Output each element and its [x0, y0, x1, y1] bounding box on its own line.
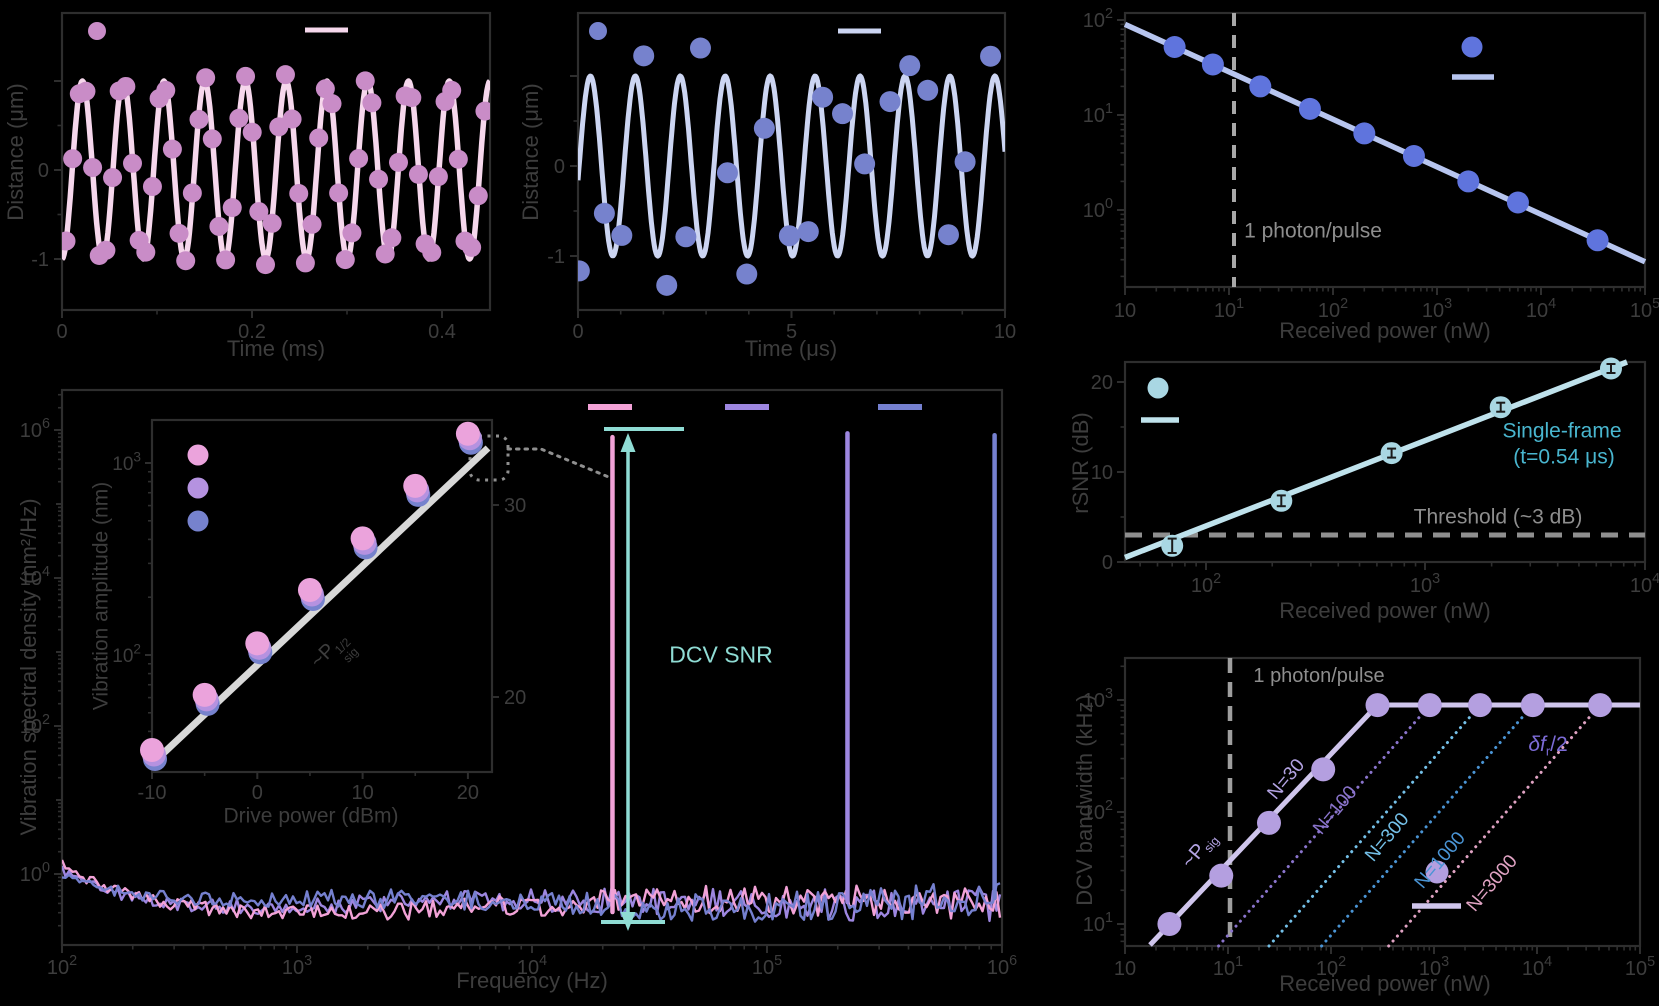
tick-label: 10 — [1114, 300, 1136, 322]
tick-label: 102 — [47, 953, 77, 979]
tick-label: 5 — [786, 321, 797, 343]
tick-label: 106 — [987, 953, 1017, 979]
panel-d-singleframe-annotation-line1: Single-frame — [1502, 419, 1622, 443]
tick-label: 0 — [572, 321, 583, 343]
tick-label: 0.4 — [428, 321, 456, 343]
tick-label: 10 — [994, 321, 1016, 343]
panel-b-y-axis-title: Distance (μm) — [517, 83, 543, 221]
panel-f-x-axis-title: Frequency (Hz) — [456, 967, 608, 993]
panel-e-photon-annotation: 1 photon/pulse — [1253, 665, 1385, 687]
tick-label: 101 — [1083, 910, 1113, 936]
tick-label: 100 — [1083, 196, 1113, 222]
tick-label: 20 — [504, 687, 526, 709]
tick-label: 106 — [20, 416, 50, 442]
dcv-snr-arrow — [601, 427, 684, 931]
panel-a-x-axis-title: Time (ms) — [226, 335, 326, 361]
tick-label: 101 — [1213, 954, 1243, 980]
tick-label: 0.2 — [238, 321, 266, 343]
panel-d-y-axis-title: rSNR (dB) — [1067, 412, 1093, 514]
tick-label: 103 — [112, 449, 141, 475]
tick-label: 104 — [1630, 571, 1659, 597]
panel-b-x-axis-title: Time (μs) — [744, 335, 838, 361]
tick-label: 104 — [517, 953, 547, 979]
panel-d-legend-dot-marker — [1147, 377, 1169, 399]
panel-b-time-trace-us: 0 5 10 0 -1 — [547, 11, 1016, 343]
tick-label: 101 — [1214, 296, 1244, 322]
tick-label: 103 — [1410, 571, 1440, 597]
inset-amplitude-vs-drive-power: -10 0 10 20 103 102 30 20 — [112, 418, 526, 804]
tick-label: 30 — [504, 495, 526, 517]
inset-legend-lavender-dot-marker — [187, 477, 209, 499]
tick-label: 104 — [1522, 954, 1552, 980]
panel-a-y-axis-title: Distance (μm) — [2, 83, 28, 221]
tick-label: 102 — [1191, 571, 1221, 597]
inset-legend-pink-dot-marker — [187, 444, 209, 466]
tick-label: 101 — [1083, 101, 1113, 127]
panel-e-delta-fr-label: δfr/2 — [1528, 733, 1568, 759]
panel-d-threshold-annotation: Threshold (~3 dB) — [1413, 505, 1583, 529]
tick-label: 10 — [1114, 958, 1136, 980]
panel-d-singleframe-annotation-line2: (t=0.54 μs) — [1513, 445, 1615, 469]
inset-zoom-box — [468, 434, 510, 482]
tick-label: 0 — [252, 782, 263, 804]
panel-d-rsnr-vs-power: 102 103 104 0 10 20 — [1091, 357, 1659, 597]
inset-zoom-connector — [506, 447, 613, 480]
panel-d-x-axis-title: Received power (nW) — [1279, 597, 1491, 623]
tick-label: 20 — [1091, 372, 1113, 394]
tick-label: 0 — [1102, 552, 1113, 574]
tick-label: 103 — [282, 953, 312, 979]
tick-label: 10 — [1091, 462, 1113, 484]
tick-label: 10 — [351, 782, 373, 804]
tick-label: 20 — [457, 782, 479, 804]
tick-label: 0 — [38, 160, 49, 182]
panel-e-legend-dot-marker — [1425, 860, 1449, 884]
panel-c-legend-dot-marker — [1461, 36, 1483, 58]
tick-label: 105 — [1625, 954, 1655, 980]
inset-x-axis-title: Drive power (dBm) — [223, 804, 399, 828]
tick-label: 105 — [1630, 296, 1659, 322]
panel-b-legend-dot-marker — [589, 22, 607, 40]
tick-label: 104 — [1526, 296, 1556, 322]
tick-label: 0 — [56, 321, 67, 343]
tick-label: 102 — [1083, 6, 1113, 32]
inset-y-axis-title: Vibration amplitude (nm) — [89, 481, 113, 711]
tick-label: 105 — [752, 953, 782, 979]
panel-a-time-trace-ms: 0 0.2 0.4 0 -1 — [31, 11, 492, 343]
panel-f-dcv-snr-annotation: DCV SNR — [669, 641, 773, 668]
tick-label: -1 — [31, 249, 49, 271]
tick-label: 102 — [112, 641, 141, 667]
inset-legend-blue-dot-marker — [187, 510, 209, 532]
panel-e-x-axis-title: Received power (nW) — [1279, 970, 1491, 996]
panel-c-photon-annotation: 1 photon/pulse — [1244, 219, 1382, 243]
tick-label: -1 — [547, 246, 565, 268]
tick-label: 0 — [554, 156, 565, 178]
panel-a-legend-dot-marker — [88, 22, 106, 40]
tick-label: -10 — [138, 782, 167, 804]
panel-f-y-axis-title: Vibration spectral density (nm²/Hz) — [15, 498, 41, 836]
tick-label: 100 — [20, 860, 50, 886]
panel-c-x-axis-title: Received power (nW) — [1279, 317, 1491, 343]
panel-e-y-axis-title: DCV bandwidth (kHz) — [1071, 694, 1097, 906]
